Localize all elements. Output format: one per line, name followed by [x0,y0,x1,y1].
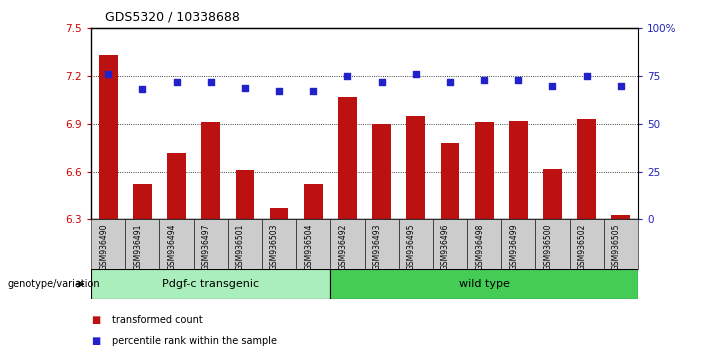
Bar [304,184,322,219]
Point [137,87,148,92]
Text: GSM936499: GSM936499 [510,223,518,270]
Bar [270,208,289,219]
Text: GSM936503: GSM936503 [270,223,279,270]
Bar [330,269,638,299]
Bar [577,119,596,219]
Bar [125,219,160,269]
Point [171,79,182,85]
Bar [338,97,357,219]
Bar [440,143,459,219]
Bar [91,269,330,299]
Bar [167,153,186,219]
Point [479,77,490,83]
Bar [536,219,570,269]
Bar [201,122,220,219]
Bar [509,121,528,219]
Point [273,88,285,94]
Bar [569,219,604,269]
Text: GSM936504: GSM936504 [304,223,313,270]
Text: GSM936490: GSM936490 [100,223,108,270]
Point [615,83,627,88]
Text: GSM936491: GSM936491 [133,223,142,270]
Point [512,77,524,83]
Bar [330,219,365,269]
Bar [501,219,536,269]
Text: wild type: wild type [458,279,510,289]
Text: GSM936502: GSM936502 [578,223,587,270]
Point [376,79,387,85]
Text: GSM936500: GSM936500 [543,223,552,270]
Text: ■: ■ [91,336,100,346]
Text: GSM936496: GSM936496 [441,223,450,270]
Bar [262,219,296,269]
Text: transformed count: transformed count [112,315,203,325]
Bar [475,122,494,219]
Bar [193,219,228,269]
Text: GSM936501: GSM936501 [236,223,245,270]
Text: GSM936497: GSM936497 [202,223,211,270]
Text: GSM936492: GSM936492 [339,223,348,270]
Text: ■: ■ [91,315,100,325]
Point [342,73,353,79]
Text: GSM936494: GSM936494 [168,223,177,270]
Text: Pdgf-c transgenic: Pdgf-c transgenic [162,279,259,289]
Point [308,88,319,94]
Point [444,79,456,85]
Text: GSM936498: GSM936498 [475,223,484,270]
Point [239,85,250,90]
Bar [543,169,562,219]
Text: GSM936505: GSM936505 [612,223,621,270]
Bar [604,219,638,269]
Bar [236,170,254,219]
Point [581,73,592,79]
Point [102,72,114,77]
Bar [372,124,391,219]
Text: GSM936495: GSM936495 [407,223,416,270]
Bar [365,219,399,269]
Bar [99,55,118,219]
Point [205,79,217,85]
Bar [467,219,501,269]
Bar [133,184,152,219]
Bar [399,219,433,269]
Bar [407,116,426,219]
Point [410,72,421,77]
Bar [91,219,125,269]
Bar [160,219,193,269]
Text: GSM936493: GSM936493 [373,223,381,270]
Bar [228,219,262,269]
Text: genotype/variation: genotype/variation [7,279,100,289]
Bar [433,219,467,269]
Bar [611,215,630,219]
Bar [297,219,330,269]
Point [547,83,558,88]
Text: percentile rank within the sample: percentile rank within the sample [112,336,277,346]
Text: GDS5320 / 10338688: GDS5320 / 10338688 [105,11,240,24]
